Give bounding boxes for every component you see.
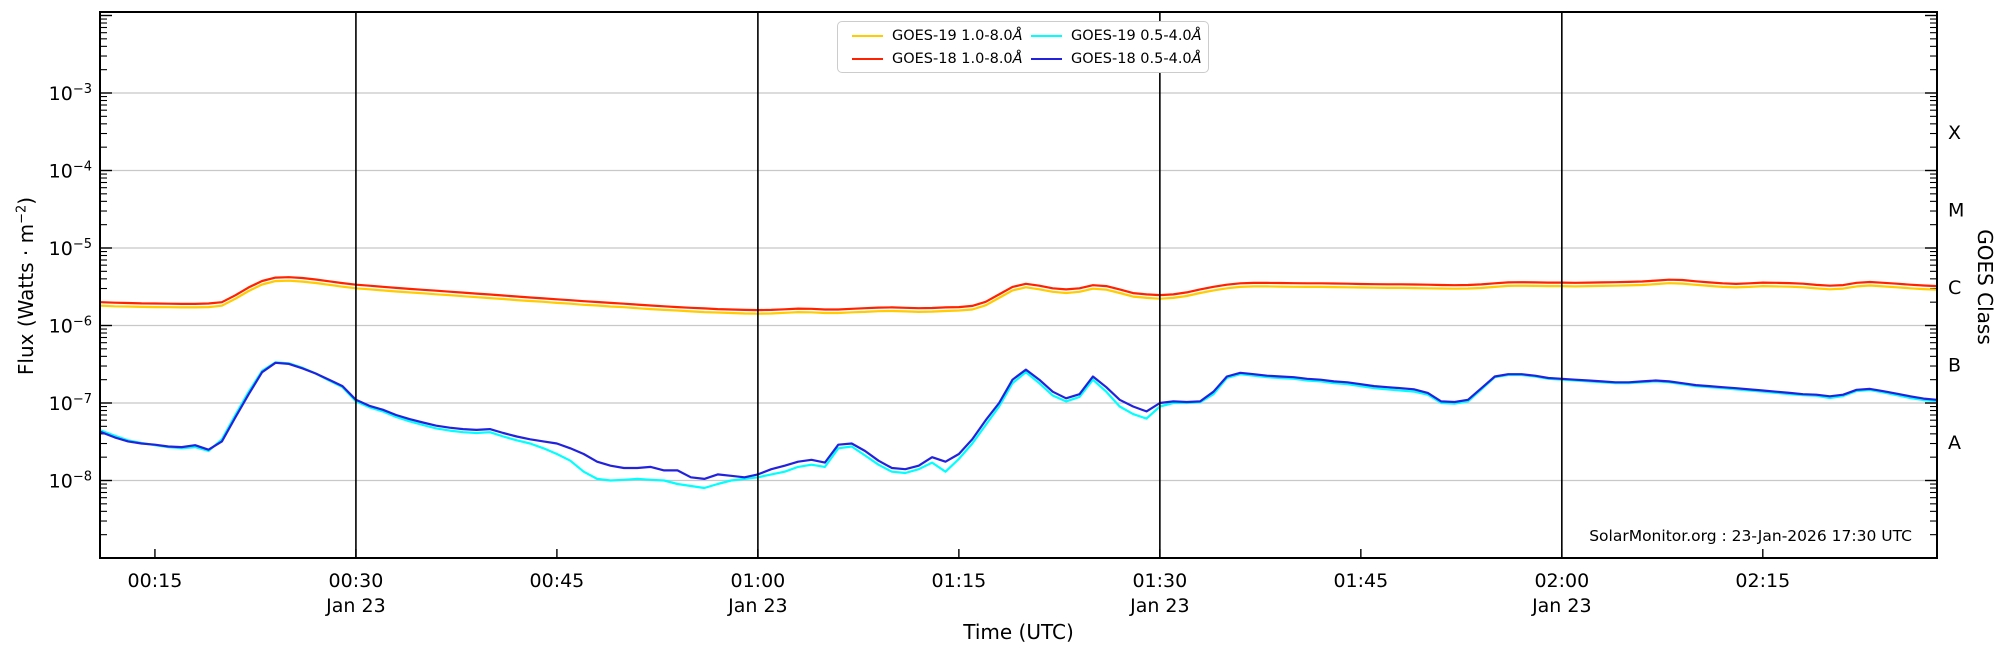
x-tick-label: 01:15 [931,570,986,592]
day-label: Jan 23 [325,595,386,617]
x-tick-label: 02:15 [1735,570,1790,592]
day-label: Jan 23 [727,595,788,617]
y-tick-label: 10−4 [49,160,92,183]
plot-frame [99,11,1938,559]
y-tick-label: 10−6 [49,315,92,338]
y-tick-label: 10−3 [49,82,92,105]
legend-label: GOES-18 0.5-4.0Å [1071,50,1202,67]
x-tick-label: 00:15 [128,570,183,592]
legend-label: GOES-19 1.0-8.0Å [892,27,1023,44]
x-tick-label: 00:30 [329,570,384,592]
x-axis-label: Time (UTC) [963,620,1074,644]
legend-swatch-blue [1031,57,1062,60]
legend-item: GOES-19 1.0-8.0Å [844,28,1023,44]
legend: GOES-19 1.0-8.0Å GOES-18 1.0-8.0Å GOES-19 … [837,21,1209,73]
legend-item: GOES-18 1.0-8.0Å [844,51,1023,67]
x-tick-label: 00:45 [530,570,585,592]
legend-item: GOES-19 0.5-4.0Å [1023,28,1202,44]
goes-class-letter-A: A [1948,432,1961,454]
legend-swatch-yellow [852,34,883,37]
goes-class-letter-C: C [1948,277,1961,299]
goes-class-letter-M: M [1948,199,1964,221]
x-tick-label: 01:30 [1132,570,1187,592]
legend-item: GOES-18 0.5-4.0Å [1023,51,1202,67]
series-line-yellow [100,279,1937,315]
x-tick-label: 01:00 [731,570,786,592]
y-tick-label: 10−5 [49,237,92,260]
y-tick-label: 10−8 [49,470,92,493]
series-line-blue [100,361,1937,480]
goes-class-letter-B: B [1948,354,1961,376]
series-line-red [100,276,1937,312]
legend-label: GOES-18 1.0-8.0Å [892,50,1023,67]
y-tick-label: 10−7 [49,392,92,415]
attribution-text: SolarMonitor.org : 23-Jan-2026 17:30 UTC [1589,527,1912,545]
x-tick-label: 01:45 [1333,570,1388,592]
legend-swatch-cyan [1031,34,1062,37]
day-label: Jan 23 [1531,595,1592,617]
goes-class-letter-X: X [1948,122,1961,144]
x-tick-label: 02:00 [1534,570,1589,592]
goes-class-axis-label: GOES Class [1973,229,1997,345]
day-label: Jan 23 [1129,595,1190,617]
legend-label: GOES-19 0.5-4.0Å [1071,27,1202,44]
y-axis-label: Flux (Watts · m−2) [14,196,38,376]
legend-swatch-red [852,57,883,60]
